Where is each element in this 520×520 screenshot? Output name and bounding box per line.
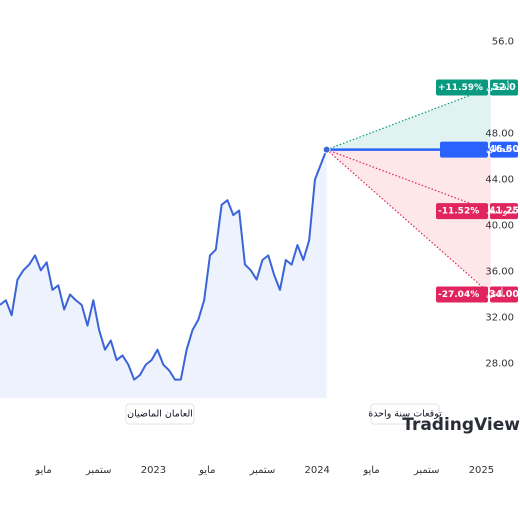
- y-tick-label: 36.00: [485, 267, 514, 278]
- x-tick-label: مايو: [362, 465, 379, 476]
- label-box: [436, 286, 488, 303]
- x-tick-label: 2025: [469, 465, 494, 476]
- value-badge: [490, 79, 518, 96]
- target-line: [326, 86, 492, 151]
- value-badge: [490, 203, 518, 220]
- value-badge-text: 34.00: [489, 289, 519, 300]
- x-tick-label: ستمبر: [249, 465, 276, 476]
- x-tick-label: مايو: [34, 465, 51, 476]
- x-tick-label: ستمبر: [85, 465, 112, 476]
- target-line: [326, 149, 492, 212]
- y-tick-label: 48.00: [485, 129, 514, 140]
- label-box: [436, 79, 488, 96]
- value-badge-text: 46.60: [489, 144, 519, 155]
- logo: TradingView: [402, 415, 520, 435]
- y-tick-label: 56.0: [492, 37, 514, 48]
- label-name: أقصى: [486, 80, 510, 93]
- period-label: توقعات سنة واحدة: [368, 409, 442, 420]
- y-tick-label: 40.00: [485, 221, 514, 232]
- label-name: أدنى: [486, 287, 504, 300]
- y-tick-label: 28.00: [485, 359, 514, 370]
- y-tick-label: 32.00: [485, 313, 514, 324]
- period-label: العامان الماضيان: [127, 409, 193, 420]
- label-name: الاشتراك الحالي: [486, 144, 520, 155]
- price-line: [0, 149, 328, 381]
- label-box: [440, 141, 488, 158]
- last-point: [322, 145, 331, 154]
- target-line: [326, 149, 492, 295]
- x-tick-label: 2023: [141, 465, 166, 476]
- period-label-box: [370, 403, 440, 425]
- history-area: [0, 149, 327, 398]
- period-label-box: [125, 403, 195, 425]
- label-change: -27.04%: [438, 290, 479, 300]
- y-tick-label: 44.00: [485, 175, 514, 186]
- label-name: متوسط: [486, 206, 516, 217]
- value-badge: [490, 286, 518, 303]
- x-tick-label: 2024: [304, 465, 329, 476]
- label-change: +11.59%: [438, 83, 483, 93]
- label-change: -11.52%: [438, 207, 479, 217]
- label-box: [436, 203, 488, 220]
- value-badge-text: 52.0: [492, 82, 516, 93]
- x-tick-label: ستمبر: [413, 465, 440, 476]
- value-badge-text: 41.25: [489, 206, 519, 217]
- value-badge: [490, 141, 518, 158]
- x-tick-label: مايو: [198, 465, 215, 476]
